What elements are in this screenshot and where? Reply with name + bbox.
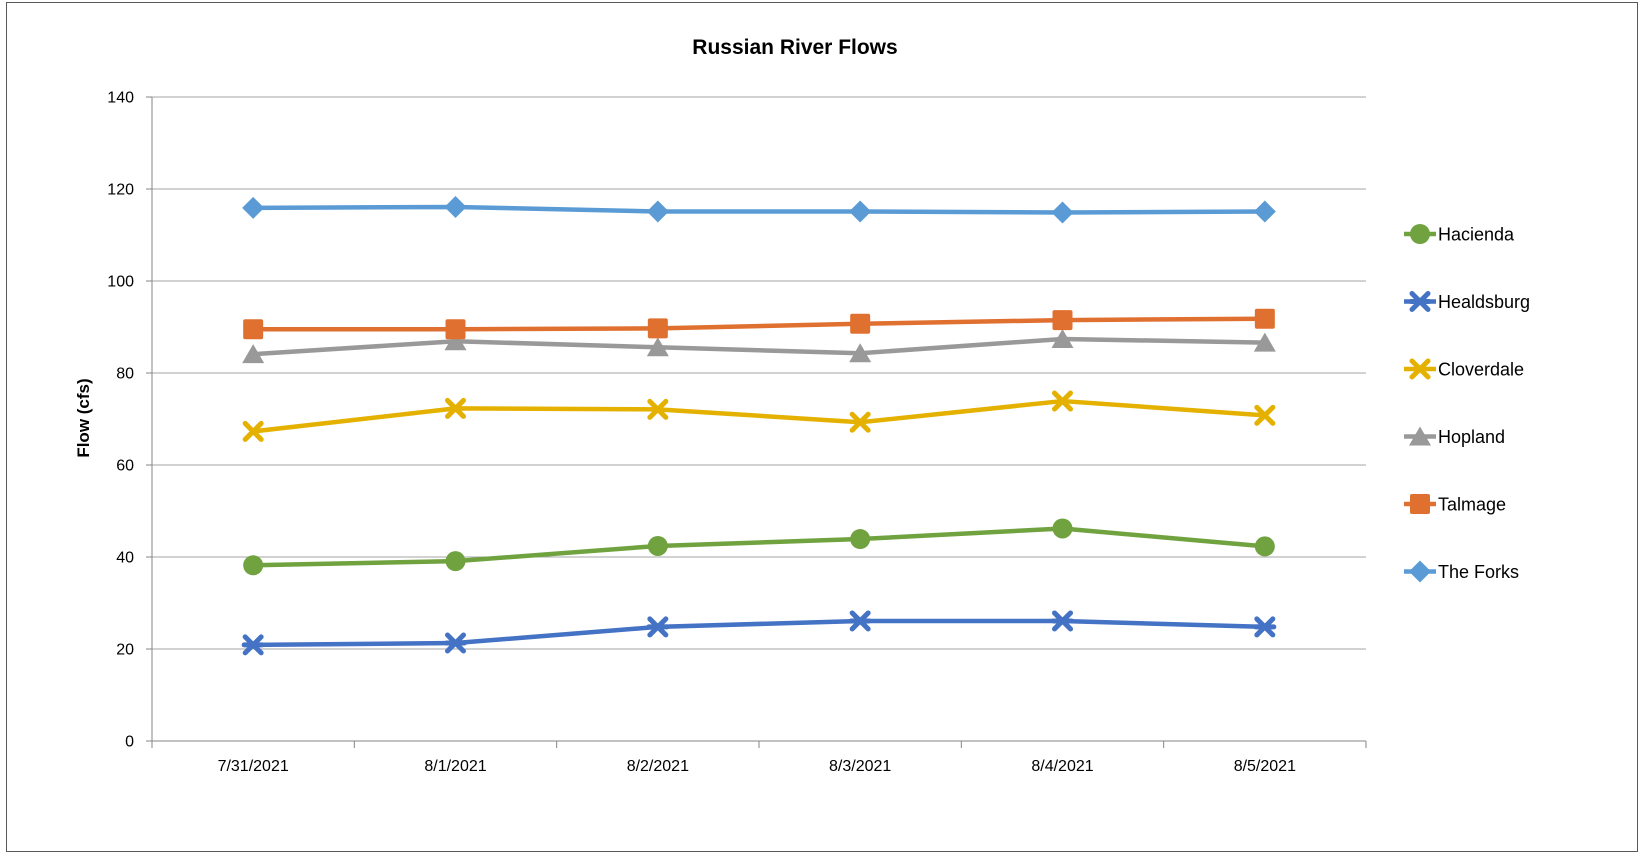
data-point [1052, 518, 1073, 539]
data-point [445, 551, 466, 572]
data-point [444, 331, 467, 351]
y-tick-label: 140 [107, 90, 134, 107]
legend-entry: The Forks [1404, 560, 1519, 583]
y-axis-label: Flow (cfs) [74, 378, 93, 457]
data-point [849, 411, 871, 433]
data-point [1254, 404, 1276, 426]
y-tick-labels: 0 20 40 60 80 100 120 140 [107, 90, 134, 751]
data-point [646, 337, 669, 357]
data-point [1254, 308, 1275, 329]
legend-label: Talmage [1438, 495, 1506, 515]
data-point [445, 319, 466, 340]
data-point [445, 397, 466, 419]
legend-entry: Hacienda [1404, 224, 1515, 245]
legend-marker [1410, 494, 1430, 514]
series-line [252, 398, 1265, 434]
legend-label: Healdsburg [1438, 292, 1530, 312]
data-point [1051, 201, 1074, 224]
data-point [647, 318, 668, 339]
legend-label: The Forks [1438, 562, 1519, 582]
series-the-forks [242, 195, 1276, 224]
data-point [850, 313, 871, 334]
data-point [647, 535, 668, 556]
x-tick-label: 8/3/2021 [829, 758, 891, 775]
chart-title: Russian River Flows [692, 36, 897, 59]
data-point [646, 200, 669, 223]
x-tick-label: 8/2/2021 [627, 758, 689, 775]
x-tick-labels: 7/31/2021 8/1/2021 8/2/2021 8/3/2021 8/4/202… [218, 758, 1297, 775]
y-tick-label: 40 [116, 550, 134, 567]
series-layer [241, 195, 1277, 656]
data-point [849, 200, 872, 223]
series-line [253, 316, 1265, 332]
x-tick-label: 7/31/2021 [218, 758, 289, 775]
legend-entry: Talmage [1404, 494, 1506, 515]
x-tick-label: 8/5/2021 [1234, 758, 1296, 775]
legend-entry: Healdsburg [1404, 291, 1530, 312]
y-tick-label: 80 [116, 366, 134, 383]
data-point [1052, 390, 1073, 412]
data-point [242, 420, 264, 442]
data-point [647, 398, 669, 420]
series-line [253, 526, 1266, 568]
legend-label: Hacienda [1438, 225, 1515, 245]
x-tick-label: 8/4/2021 [1031, 758, 1093, 775]
legend: Hacienda Healdsburg Cloverdale Hopland Talma… [1404, 224, 1530, 583]
data-point [444, 195, 467, 218]
axes [146, 96, 1367, 748]
x-tick-label: 8/1/2021 [424, 758, 486, 775]
legend-marker [1409, 358, 1431, 380]
legend-entry: Cloverdale [1404, 358, 1524, 380]
legend-label: Hopland [1438, 427, 1505, 447]
series-hopland [242, 328, 1276, 364]
y-tick-label: 120 [107, 182, 134, 199]
y-tick-label: 0 [125, 734, 134, 751]
data-point [1051, 328, 1074, 348]
legend-marker [1409, 560, 1431, 583]
data-point [242, 344, 265, 364]
data-point [243, 319, 264, 340]
data-point [850, 529, 871, 550]
series-line [253, 618, 1265, 648]
data-point [1254, 536, 1275, 557]
y-tick-label: 60 [116, 458, 134, 475]
series-line [253, 204, 1265, 215]
legend-label: Cloverdale [1438, 360, 1524, 380]
series-line [253, 336, 1265, 357]
y-tick-label: 20 [116, 642, 134, 659]
series-talmage [243, 308, 1275, 340]
data-point [1052, 310, 1073, 331]
data-point [1253, 200, 1276, 223]
data-point [849, 343, 872, 363]
series-healdsburg [241, 610, 1277, 656]
series-cloverdale [242, 390, 1276, 442]
data-point [1253, 332, 1276, 352]
gridlines [152, 96, 1366, 650]
y-tick-label: 100 [107, 274, 134, 291]
data-point [243, 555, 264, 576]
series-hacienda [243, 518, 1275, 576]
legend-marker [1409, 426, 1431, 446]
legend-entry: Hopland [1404, 426, 1505, 447]
data-point [242, 196, 265, 219]
legend-marker [1410, 224, 1430, 244]
